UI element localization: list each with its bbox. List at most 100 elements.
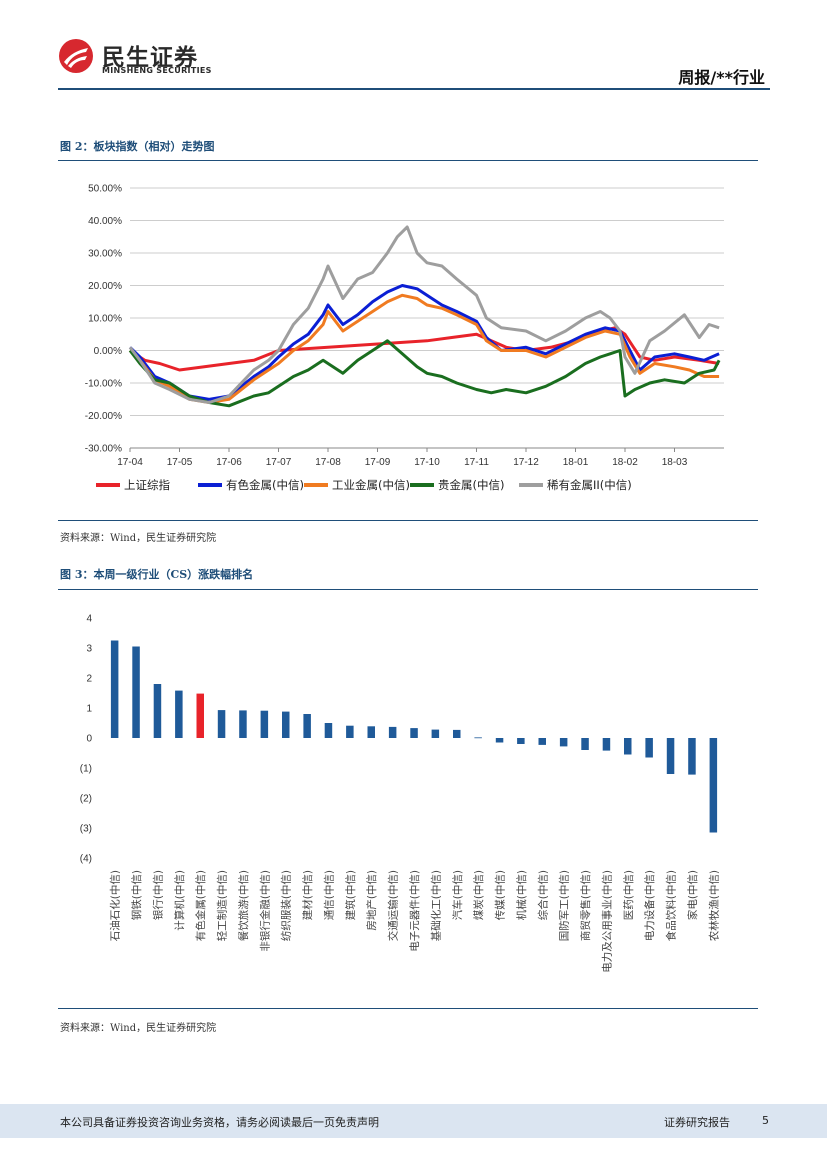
figure2-source: 资料来源：Wind，民生证券研究院 <box>60 533 217 544</box>
y-tick-label: 30.00% <box>88 249 122 260</box>
bar-1 <box>132 646 140 738</box>
category-label-25: 电力设备(中信) <box>643 870 656 941</box>
x-tick-label: 17-12 <box>513 457 539 468</box>
category-label-17: 煤炭(中信) <box>472 870 485 920</box>
bar-21 <box>559 738 568 747</box>
series-line-4 <box>128 225 720 404</box>
brand-name-cn: 民生证券 <box>102 45 198 71</box>
bar-20 <box>538 738 546 745</box>
category-label-4: 有色金属(中信) <box>194 870 207 941</box>
bar-22 <box>581 738 589 750</box>
y-tick-label: 0.00% <box>94 346 122 357</box>
footer-label: 证券研究报告 <box>664 1116 730 1129</box>
y-tick-label: -10.00% <box>85 379 122 390</box>
category-label-14: 电子元器件(中信) <box>408 870 421 952</box>
category-label-9: 建材(中信) <box>301 870 314 920</box>
y-tick-label: -20.00% <box>85 411 122 422</box>
category-label-11: 建筑(中信) <box>344 870 357 920</box>
bar-5 <box>217 710 226 738</box>
page-footer: 本公司具备证券投资咨询业务资格，请务必阅读最后一页免责声明 证券研究报告 5 <box>0 1104 827 1138</box>
category-label-1: 钢铁(中信) <box>130 870 143 920</box>
bar-23 <box>602 738 611 751</box>
x-tick-label: 17-08 <box>315 457 341 468</box>
category-label-0: 石油石化(中信) <box>109 870 122 941</box>
category-label-16: 汽车(中信) <box>451 870 464 920</box>
bar-7 <box>260 710 269 738</box>
y-tick-label: 1 <box>86 704 92 715</box>
category-label-20: 综合(中信) <box>536 870 549 920</box>
x-tick-label: 18-02 <box>612 457 638 468</box>
y-tick-label: 4 <box>86 614 92 625</box>
legend-label-4: 稀有金属II(中信) <box>547 478 632 492</box>
category-label-13: 交通运输(中信) <box>387 870 400 941</box>
bar-26 <box>666 738 675 774</box>
legend-label-3: 贵金属(中信) <box>438 478 504 492</box>
y-tick-label: 20.00% <box>88 281 122 292</box>
y-tick-label: 50.00% <box>88 184 122 195</box>
figure2-bottom-rule <box>58 520 758 521</box>
bar-12 <box>367 726 375 738</box>
y-tick-label: (1) <box>80 764 92 775</box>
category-label-8: 纺织服装(中信) <box>280 870 293 941</box>
category-label-26: 食品饮料(中信) <box>665 870 678 941</box>
legend-label-2: 工业金属(中信) <box>332 478 410 492</box>
category-label-22: 商贸零售(中信) <box>579 870 592 941</box>
category-label-18: 传媒(中信) <box>494 870 507 920</box>
x-tick-label: 17-11 <box>464 457 489 468</box>
bar-0 <box>110 640 119 738</box>
series-line-0 <box>129 326 720 372</box>
category-label-23: 电力及公用事业(中信) <box>600 870 613 973</box>
category-label-21: 国防军工(中信) <box>558 870 571 941</box>
category-label-15: 基础化工(中信) <box>429 870 442 941</box>
bar-16 <box>453 729 461 738</box>
bar-3 <box>175 690 183 738</box>
y-tick-label: -30.00% <box>85 444 122 455</box>
legend-label-0: 上证综指 <box>124 478 170 492</box>
y-tick-label: 0 <box>86 734 92 745</box>
x-tick-label: 17-10 <box>414 457 440 468</box>
minsheng-logo-icon <box>59 39 93 73</box>
y-tick-label: 2 <box>86 674 92 685</box>
y-tick-label: 10.00% <box>88 314 122 325</box>
page-number: 5 <box>762 1114 769 1127</box>
bar-8 <box>282 711 290 738</box>
bar-10 <box>324 723 333 738</box>
bar-17 <box>474 737 482 739</box>
report-type: 周报/**行业 <box>678 68 765 87</box>
x-tick-label: 17-09 <box>365 457 391 468</box>
header-rule <box>58 88 770 90</box>
sector-index-line-chart: 50.00% 40.00% 30.00% 20.00% 10.00% 0.00% -10.0… <box>85 184 724 492</box>
category-label-7: 非银行金融(中信) <box>258 870 271 952</box>
industry-ranking-bar-chart: 4 3 2 1 0 (1) (2) (3) (4) 石油石化(中信) 钢铁(中信) 银行(中信) 计算机… <box>80 614 721 973</box>
figure2-top-rule <box>58 160 758 161</box>
bar-19 <box>517 738 525 744</box>
category-label-10: 通信(中信) <box>323 870 336 920</box>
figure3-title: 图 3：本周一级行业（CS）涨跌幅排名 <box>60 568 254 581</box>
y-tick-label: 3 <box>86 644 92 655</box>
series-line-3 <box>128 339 721 408</box>
page-header: 民生证券 MINSHENG SECURITIES 周报/**行业 <box>0 0 827 92</box>
figure3-bottom-rule <box>58 1008 758 1009</box>
bar-25 <box>645 738 653 758</box>
bar-6 <box>239 710 247 738</box>
category-label-27: 家电(中信) <box>686 870 699 920</box>
bar-11 <box>346 725 354 738</box>
bar-15 <box>431 729 440 738</box>
bar-18 <box>495 738 504 743</box>
category-label-12: 房地产(中信) <box>365 870 378 931</box>
category-label-6: 餐饮旅游(中信) <box>237 870 250 941</box>
x-tick-label: 18-03 <box>662 457 688 468</box>
category-label-19: 机械(中信) <box>515 870 528 920</box>
x-tick-label: 17-06 <box>216 457 242 468</box>
y-tick-label: (3) <box>80 824 92 835</box>
x-tick-label: 18-01 <box>563 457 589 468</box>
y-tick-label: (2) <box>80 794 92 805</box>
category-label-2: 银行(中信) <box>151 870 164 920</box>
bar-9 <box>303 714 311 738</box>
category-label-28: 农林牧渔(中信) <box>707 870 720 941</box>
brand-name-en: MINSHENG SECURITIES <box>102 66 212 75</box>
bar-27 <box>688 738 696 775</box>
figure3-top-rule <box>58 589 758 590</box>
figure3-source: 资料来源：Wind，民生证券研究院 <box>60 1023 217 1034</box>
category-label-24: 医药(中信) <box>622 870 635 920</box>
